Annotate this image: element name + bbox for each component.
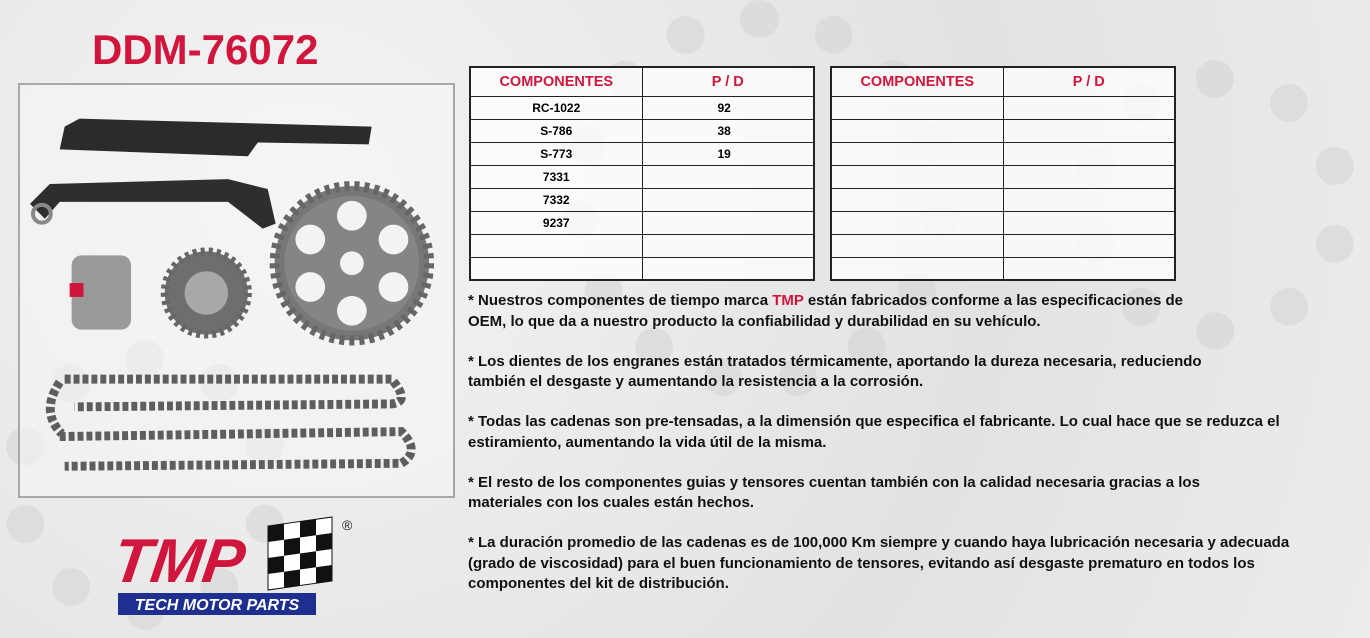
components-table: COMPONENTES P / D RC-1022 92 S-786 38 S-773… [469, 66, 815, 281]
tmp-logo: TMP ® TECH MOTOR PARTS [109, 516, 358, 616]
table-row [830, 95, 1176, 120]
table-row [830, 210, 1176, 235]
table-row [830, 187, 1176, 212]
table-row: 7332 [469, 187, 815, 212]
note-3: * Todas las cadenas son pre-tensadas, a … [468, 413, 1280, 451]
header-pd: P / D [641, 66, 815, 97]
header-pd: P / D [1002, 66, 1176, 97]
header-componentes: COMPONENTES [830, 66, 1004, 97]
table-row [830, 141, 1176, 166]
product-photo [18, 83, 455, 498]
table-row [830, 118, 1176, 143]
table-row: 7331 [469, 164, 815, 189]
crank-sprocket [160, 247, 252, 339]
header-componentes: COMPONENTES [469, 66, 643, 97]
brand-name: TMP [772, 292, 804, 309]
table-row [830, 164, 1176, 189]
table-row: S-786 38 [469, 118, 815, 143]
note-1: * Nuestros componentes de tiempo marca T… [468, 292, 1183, 330]
table-row: RC-1022 92 [469, 95, 815, 120]
timing-chain [45, 374, 416, 471]
table-row: S-773 19 [469, 141, 815, 166]
checkered-flag-icon [267, 516, 333, 591]
note-2: * Los dientes de los engranes están trat… [468, 352, 1202, 391]
product-code-title: DDM-76072 [92, 26, 319, 73]
registered-mark: ® [342, 517, 353, 533]
table-row [830, 256, 1176, 281]
logo-wordmark: TMP [118, 527, 250, 596]
table-row [830, 233, 1176, 258]
table-row [469, 233, 815, 258]
components-table-2: COMPONENTES P / D [830, 66, 1176, 281]
table-row: 9237 [469, 210, 815, 235]
note-5: * La duración promedio de las cadenas es… [468, 534, 1290, 592]
product-notes: * Nuestros componentes de tiempo marca T… [468, 291, 1358, 614]
table-row [469, 256, 815, 281]
logo-tagline: TECH MOTOR PARTS [135, 597, 300, 614]
cam-sprocket [269, 181, 435, 346]
note-4: * El resto de los componentes guias y te… [468, 473, 1200, 512]
